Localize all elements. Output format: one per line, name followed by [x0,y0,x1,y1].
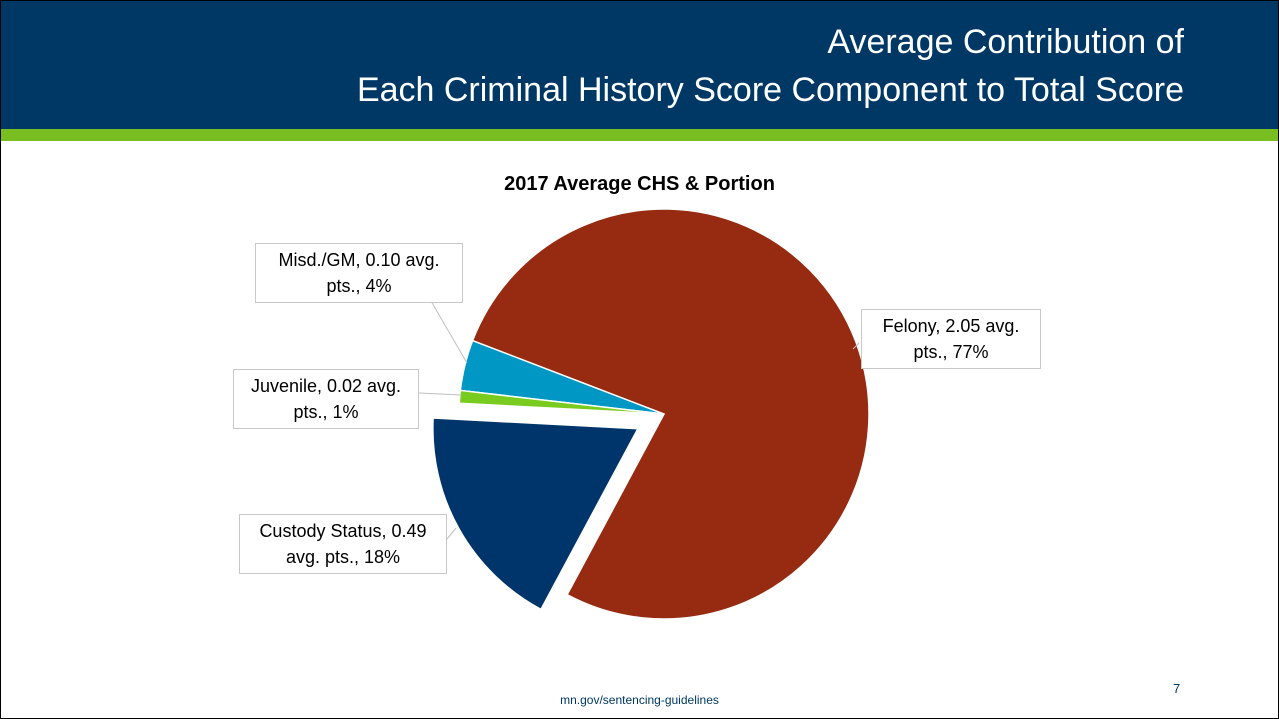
data-label: Misd./GM, 0.10 avg. pts., 4% [255,243,463,303]
data-label: Juvenile, 0.02 avg. pts., 1% [233,369,419,429]
leader-line [446,527,457,540]
leader-line [418,392,462,396]
slide-title: Each Criminal History Score Component to… [356,71,1184,109]
leader-lines [418,300,860,540]
leader-line [430,300,468,364]
leader-line [852,342,860,350]
chart-title: 2017 Average CHS & Portion [504,173,775,195]
data-label: Custody Status, 0.49 avg. pts., 18% [239,514,447,574]
header-stripe [1,129,1278,141]
data-label: Felony, 2.05 avg. pts., 77% [861,309,1041,369]
pie-slice [471,208,870,620]
footer: mn.gov/sentencing-guidelines [560,693,719,707]
header-band [1,1,1278,129]
pie-slice [432,417,640,611]
page-number: 7 [1173,681,1181,696]
slide-title: Average Contribution of [827,23,1184,61]
pie-slice [458,389,665,415]
